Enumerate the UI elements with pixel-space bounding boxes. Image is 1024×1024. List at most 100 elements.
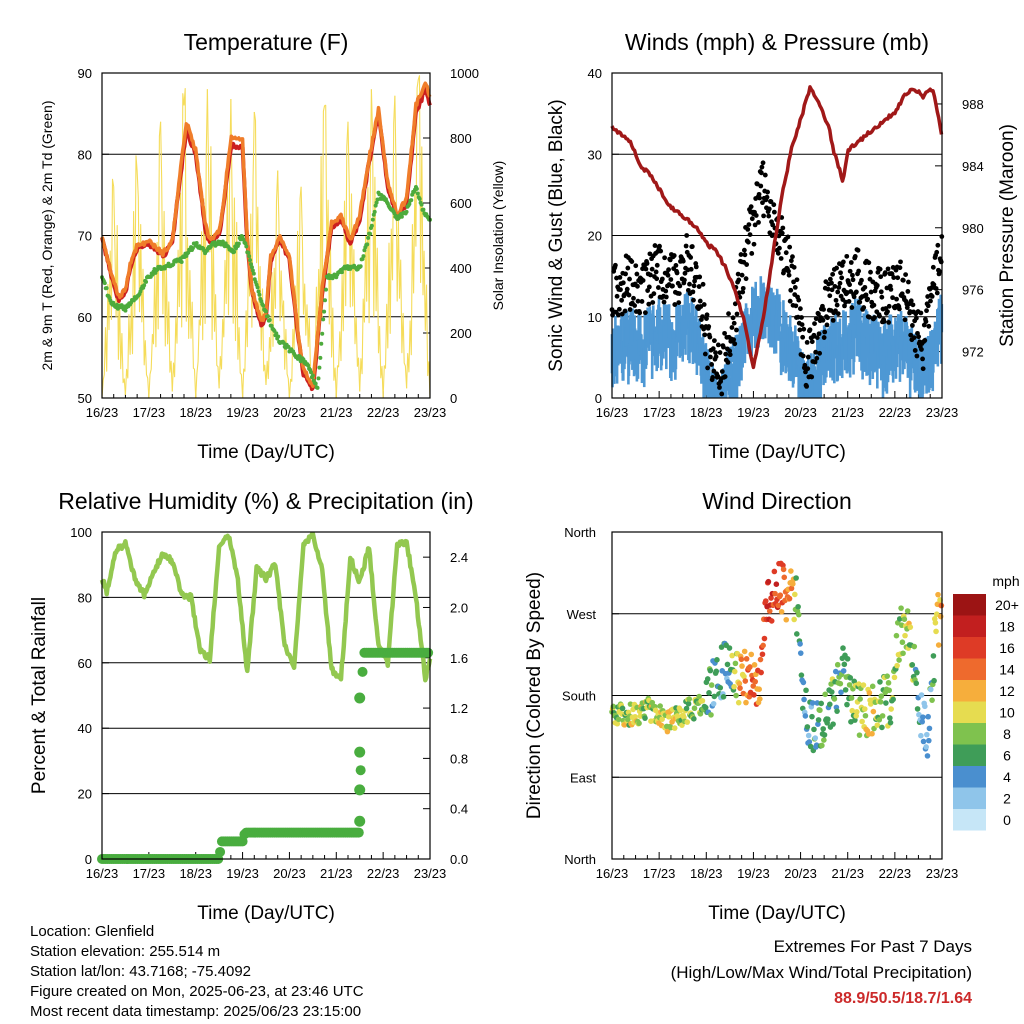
panel-3: Wind Direction 16/23 17/23 18/23 19/23 20/23 2… <box>524 488 1020 924</box>
legend-label: 18 <box>999 619 1015 635</box>
x-tick-label: 23/23 <box>414 405 447 420</box>
direction-point <box>811 726 817 733</box>
gust-point <box>659 276 665 282</box>
legend-label: 12 <box>999 683 1015 699</box>
gust-point <box>766 213 772 219</box>
gust-point <box>886 303 892 309</box>
gust-point <box>879 294 885 300</box>
legend-swatch <box>953 701 986 723</box>
direction-point <box>856 681 862 687</box>
direction-point <box>901 616 908 623</box>
gust-point <box>838 270 843 276</box>
legend-label: 0 <box>1003 812 1011 828</box>
gust-point <box>923 319 929 324</box>
gust-point <box>888 287 894 292</box>
direction-point <box>854 709 860 715</box>
dewpoint-point <box>370 217 375 222</box>
direction-point <box>927 686 934 693</box>
gust-point <box>663 294 669 300</box>
x-tick-label: 19/23 <box>226 405 259 420</box>
direction-point <box>797 650 804 656</box>
gust-point <box>812 359 818 365</box>
direction-point <box>884 673 891 679</box>
direction-point <box>862 712 869 719</box>
direction-point <box>720 694 727 700</box>
gust-point <box>730 315 736 321</box>
plot-frame <box>101 72 431 399</box>
gust-point <box>645 288 651 293</box>
legend-swatch <box>953 809 986 831</box>
gust-point <box>745 226 751 232</box>
direction-point <box>757 656 764 663</box>
direction-point <box>831 696 838 702</box>
direction-point <box>726 645 733 651</box>
direction-point <box>886 687 892 694</box>
gust-point <box>827 276 833 282</box>
dewpoint-point <box>310 373 315 378</box>
dewpoint-point <box>249 262 254 267</box>
gust-point <box>886 320 892 325</box>
gust-point <box>623 271 628 277</box>
direction-point <box>817 707 823 714</box>
direction-point <box>686 696 693 702</box>
gust-point <box>891 275 897 280</box>
legend-label: 16 <box>999 640 1015 656</box>
gust-point <box>766 206 772 212</box>
gust-point <box>920 356 925 362</box>
gust-point <box>646 284 652 290</box>
gust-point <box>797 306 803 312</box>
direction-point <box>704 676 711 682</box>
y-tick-label: East <box>570 770 596 785</box>
direction-point <box>710 700 717 707</box>
x-tick-label: 17/23 <box>643 405 676 420</box>
gust-point <box>911 335 917 341</box>
solar-insolation-line <box>277 170 290 399</box>
direction-point <box>691 716 697 722</box>
dewpoint-point <box>372 209 377 214</box>
dewpoint-point <box>249 265 254 270</box>
direction-point <box>805 732 812 739</box>
plot-frame <box>611 72 943 399</box>
y-right-tick-label: 988 <box>962 97 984 112</box>
precip-point <box>357 666 368 677</box>
precip-point <box>355 765 366 776</box>
legend-swatch <box>953 615 986 637</box>
direction-point <box>761 635 768 642</box>
x-tick-label: 23/23 <box>926 405 959 420</box>
direction-point <box>929 697 935 703</box>
station-info: Location: Glenfield Station elevation: 2… <box>30 922 364 1022</box>
gust-point <box>676 300 682 305</box>
direction-point <box>671 725 678 731</box>
gust-point <box>710 375 716 380</box>
direction-point <box>800 679 807 686</box>
direction-point <box>724 661 731 668</box>
gust-point <box>847 268 853 274</box>
gust-point <box>622 308 628 314</box>
y-right-tick-label: 976 <box>962 283 984 298</box>
gust-point <box>711 338 717 344</box>
dewpoint-point <box>368 231 373 236</box>
direction-point <box>780 566 787 573</box>
x-tick-label: 22/23 <box>367 866 400 881</box>
direction-point <box>642 715 648 721</box>
gust-point <box>894 296 899 302</box>
gust-point <box>807 327 813 333</box>
gust-point <box>745 239 751 245</box>
gust-point <box>926 323 932 329</box>
gust-point <box>747 232 753 238</box>
direction-point <box>636 720 642 727</box>
direction-point <box>894 662 900 669</box>
direction-point <box>844 656 851 662</box>
gust-point <box>793 303 799 309</box>
gust-point <box>743 276 749 282</box>
gust-point <box>829 287 835 293</box>
gust-point <box>908 332 914 338</box>
gust-point <box>905 289 911 294</box>
direction-point <box>924 753 931 759</box>
legend-label: 10 <box>999 705 1015 721</box>
direction-point <box>907 624 914 630</box>
direction-point <box>887 715 893 721</box>
gust-point <box>811 332 817 338</box>
gust-point <box>788 258 794 264</box>
